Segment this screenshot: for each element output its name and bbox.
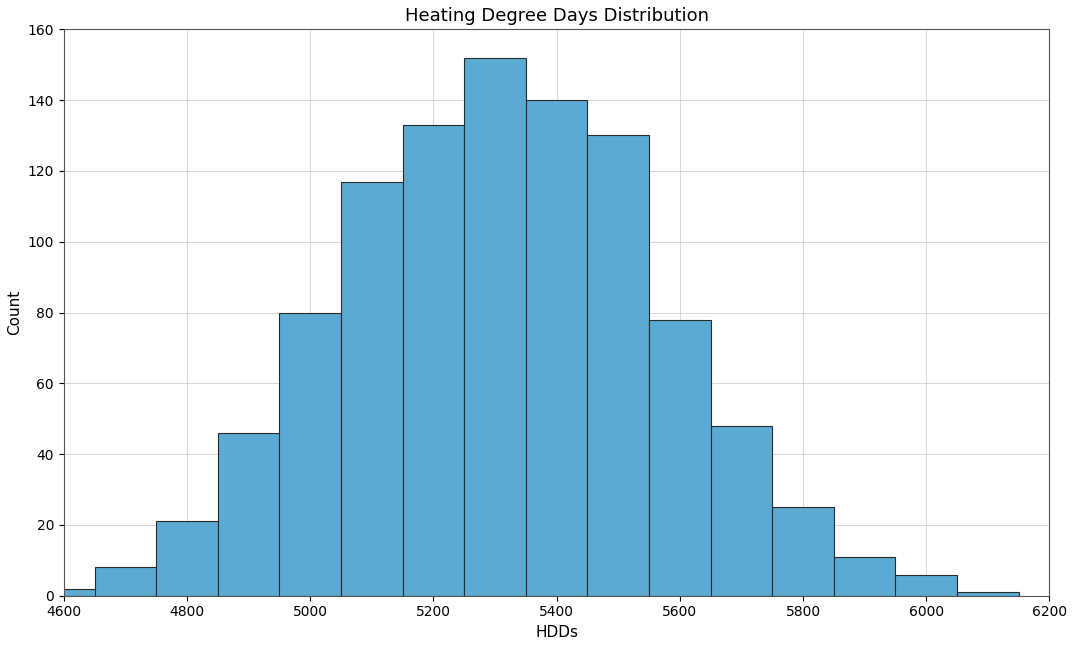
Y-axis label: Count: Count [6,290,21,335]
Bar [896,575,957,596]
Bar [711,426,772,596]
Bar [218,433,279,596]
Bar [279,313,340,596]
Bar [95,567,156,596]
Bar [526,100,587,596]
Bar [833,557,896,596]
Bar [33,589,95,596]
Bar [587,135,649,596]
Bar [464,58,526,596]
Bar [957,592,1018,596]
Bar [340,182,403,596]
Bar [649,320,711,596]
Bar [403,125,464,596]
Bar [772,507,833,596]
Bar [156,521,218,596]
X-axis label: HDDs: HDDs [535,625,578,640]
Title: Heating Degree Days Distribution: Heating Degree Days Distribution [405,7,709,25]
